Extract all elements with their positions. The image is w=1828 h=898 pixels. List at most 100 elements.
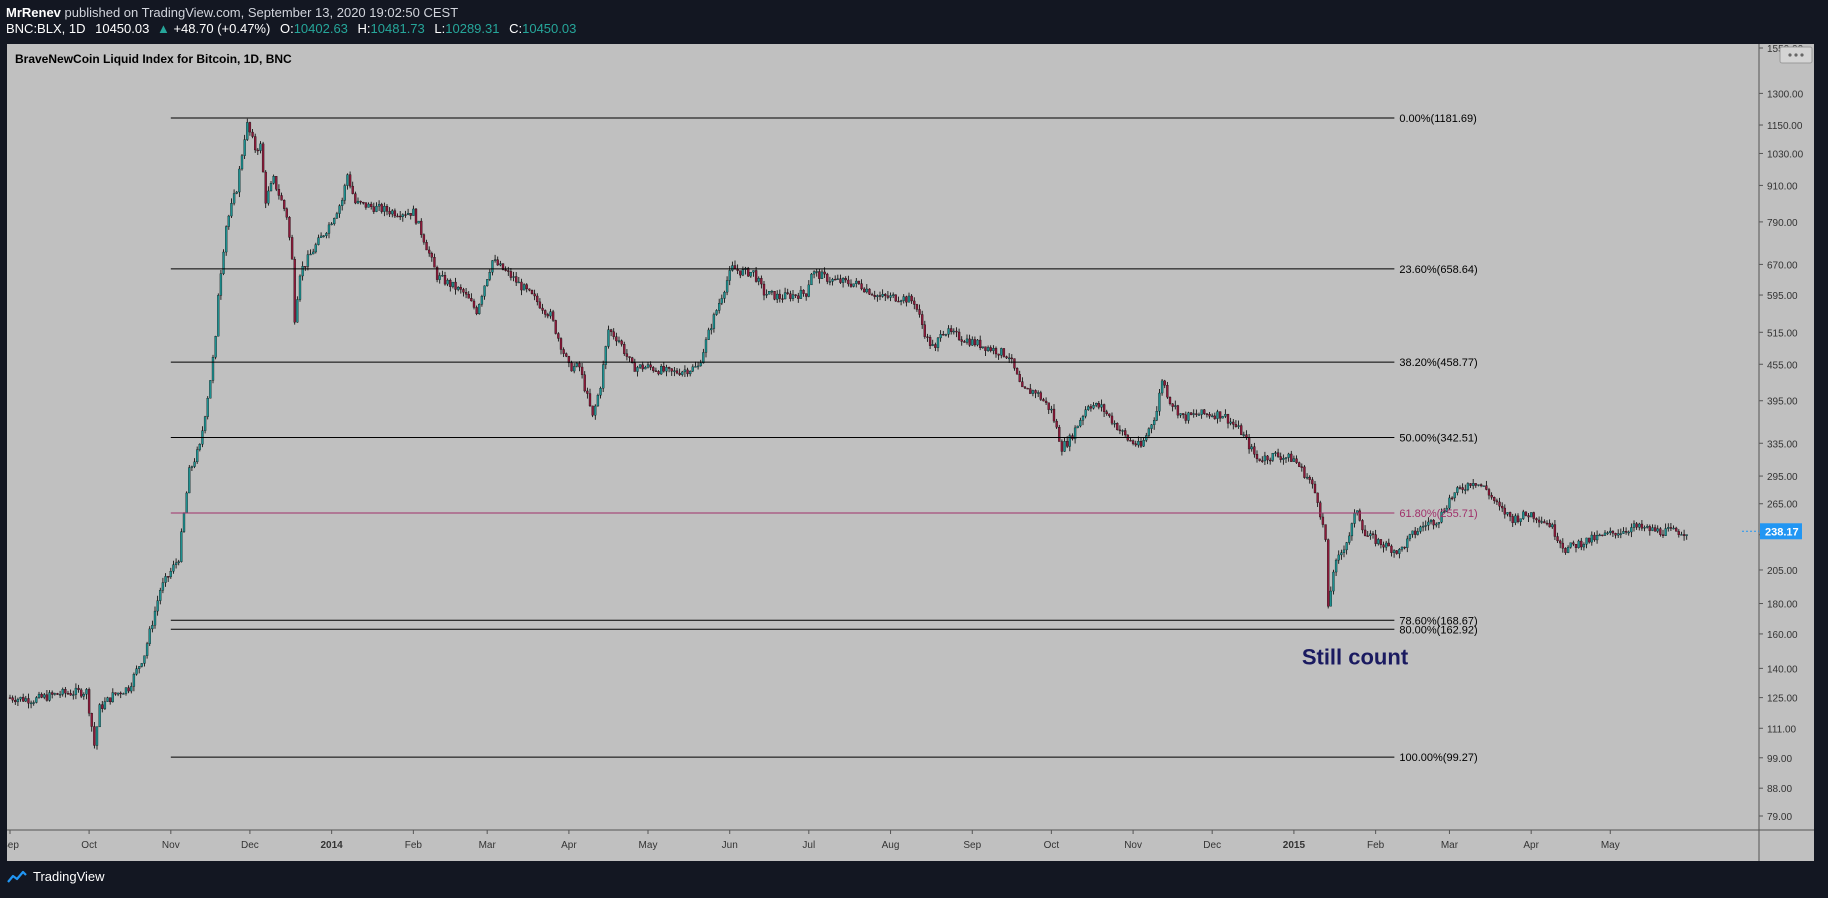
candle xyxy=(892,292,895,299)
candle xyxy=(522,283,526,291)
candle xyxy=(936,337,940,352)
x-tick-label: May xyxy=(639,840,658,851)
candle-body xyxy=(1224,414,1227,417)
candle-body xyxy=(1079,420,1082,427)
candle-body xyxy=(322,235,325,237)
candle xyxy=(114,692,117,696)
candle xyxy=(430,251,433,262)
candle xyxy=(1632,520,1636,532)
candle-body xyxy=(1566,547,1570,553)
candle xyxy=(836,274,839,280)
candle-body xyxy=(1316,492,1319,503)
candle xyxy=(670,368,673,376)
candle-body xyxy=(124,687,128,694)
candle xyxy=(781,294,784,303)
candle xyxy=(870,292,874,296)
candle-body xyxy=(522,284,526,291)
chart-area[interactable]: 0.00%(1181.69) 23.60%(658.64) 38.20%(458.7… xyxy=(1,44,1814,861)
candle-body xyxy=(1008,357,1011,360)
candle xyxy=(546,312,549,319)
candle-body xyxy=(826,273,829,282)
candle xyxy=(1453,492,1456,502)
candle xyxy=(1287,452,1290,462)
candle-body xyxy=(689,370,692,375)
candle-body xyxy=(433,257,436,268)
candle xyxy=(72,690,75,700)
candle xyxy=(1013,358,1016,371)
candle-body xyxy=(1469,483,1472,486)
symbol-label[interactable]: BNC:BLX, 1D xyxy=(6,21,86,36)
candle xyxy=(918,304,921,318)
candle-body xyxy=(594,405,597,416)
candle-body xyxy=(1667,527,1670,529)
candle-body xyxy=(955,330,958,333)
candle-body xyxy=(8,697,12,699)
candle-body xyxy=(362,202,365,204)
candle xyxy=(770,289,774,296)
candle xyxy=(1187,411,1190,424)
candle xyxy=(881,289,884,298)
candle xyxy=(1421,521,1425,532)
candle xyxy=(1229,417,1232,426)
candle xyxy=(1540,516,1543,524)
candle xyxy=(1635,522,1638,530)
candle-body xyxy=(1682,534,1686,536)
candle xyxy=(868,288,871,295)
candle-body xyxy=(58,694,62,696)
candle xyxy=(1664,523,1667,536)
change-value: +48.70 (+0.47%) xyxy=(173,21,271,36)
candle xyxy=(1651,524,1654,532)
candle-body xyxy=(739,270,742,276)
candle xyxy=(1300,463,1303,472)
candlestick-chart[interactable]: 0.00%(1181.69) 23.60%(658.64) 38.20%(458.7… xyxy=(1,44,1814,861)
candle xyxy=(1079,417,1082,428)
change-arrow-icon: ▲ xyxy=(156,21,170,36)
candle-body xyxy=(625,353,629,357)
candle-body xyxy=(1327,539,1330,607)
candle-body xyxy=(1561,542,1564,549)
candle-body xyxy=(372,206,375,212)
candle-body xyxy=(894,294,897,302)
candle-body xyxy=(396,215,399,218)
candle xyxy=(776,290,779,303)
candle xyxy=(1387,538,1390,547)
candle xyxy=(1508,511,1512,522)
candle xyxy=(1682,529,1686,541)
candle xyxy=(209,380,212,399)
candle xyxy=(1047,402,1050,414)
candle xyxy=(1340,549,1343,560)
candle-body xyxy=(844,278,847,281)
candle-body xyxy=(496,259,499,266)
candle xyxy=(1519,518,1522,526)
candle xyxy=(1174,400,1177,410)
candle xyxy=(1211,413,1214,418)
candle xyxy=(1292,455,1296,462)
candle-body xyxy=(631,357,634,364)
tradingview-logo[interactable]: TradingView xyxy=(6,869,105,884)
candle-body xyxy=(90,713,93,727)
candle-body xyxy=(1363,529,1367,536)
candle-body xyxy=(976,339,979,346)
candle-body xyxy=(783,292,787,300)
candle xyxy=(923,320,926,339)
candle-body xyxy=(462,289,465,293)
x-tick-label: Oct xyxy=(81,840,97,851)
candle-body xyxy=(968,338,971,346)
candle-body xyxy=(602,364,605,389)
candle-body xyxy=(952,330,955,333)
candle-body xyxy=(420,220,423,235)
candle-body xyxy=(1168,397,1172,404)
author-name[interactable]: MrRenev xyxy=(6,5,61,20)
candle-body xyxy=(1553,524,1557,537)
candle xyxy=(1208,411,1211,419)
candle xyxy=(873,290,876,300)
candle-body xyxy=(1171,403,1174,407)
candle-body xyxy=(588,393,592,407)
candle-body xyxy=(1350,523,1354,537)
candle xyxy=(246,118,249,142)
candle-body xyxy=(913,300,916,305)
candle xyxy=(119,691,122,699)
candle xyxy=(696,361,700,370)
candle-body xyxy=(1466,483,1470,490)
candle xyxy=(852,283,855,288)
